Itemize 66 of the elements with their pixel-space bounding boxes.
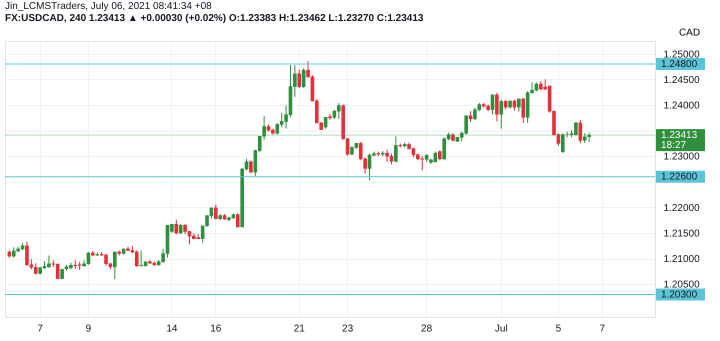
y-tick-label: 1.24500 xyxy=(664,74,700,86)
y-tick-label: 1.24000 xyxy=(664,100,700,112)
x-tick-label: 5 xyxy=(556,324,562,334)
x-tick-label: 7 xyxy=(600,324,606,334)
candlestick xyxy=(134,250,139,268)
x-tick-label: 16 xyxy=(210,324,222,334)
candlestick xyxy=(499,99,504,130)
candlestick xyxy=(521,97,526,124)
candlestick xyxy=(582,132,587,144)
y-tick-label: 1.21500 xyxy=(664,228,700,240)
candlestick xyxy=(495,92,499,122)
candlestick xyxy=(368,153,372,181)
y-tick-label: 1.23000 xyxy=(664,152,700,163)
candlestick xyxy=(539,80,543,91)
candlestick xyxy=(468,110,472,122)
candlestick xyxy=(78,261,82,270)
candlestick xyxy=(336,102,341,120)
candlestick xyxy=(104,253,108,266)
candlestick xyxy=(587,132,591,143)
y-tick-label: 1.25000 xyxy=(664,49,700,60)
candlestick xyxy=(350,145,354,156)
candlestick xyxy=(112,251,117,280)
ref-line-label: 1.20300 xyxy=(661,289,698,300)
candlestick xyxy=(504,99,508,110)
candlestick xyxy=(56,262,60,280)
candlestick xyxy=(390,153,394,165)
candlestick xyxy=(490,94,494,115)
candlestick xyxy=(34,262,38,275)
candlestick xyxy=(464,115,468,136)
ref-line-label: 1.24800 xyxy=(661,59,698,70)
y-tick-label: 1.21000 xyxy=(664,254,700,266)
candlestick xyxy=(302,68,306,89)
candlestick xyxy=(236,212,240,228)
x-tick-label: 9 xyxy=(86,324,92,334)
candlestick xyxy=(560,132,565,154)
candlestick xyxy=(297,69,302,89)
candlestick xyxy=(473,107,477,121)
candlestick xyxy=(12,246,16,258)
candlestick xyxy=(73,260,78,270)
candlestick xyxy=(578,119,582,144)
ref-line-label: 1.23413 18:27 xyxy=(661,130,698,152)
ref-line-label: 1.22600 xyxy=(661,172,698,183)
candlestick xyxy=(324,116,328,130)
candlestick xyxy=(512,99,516,112)
candlestick xyxy=(178,223,182,235)
candlestick xyxy=(275,122,280,136)
x-tick-label: 23 xyxy=(342,324,354,334)
candlestick xyxy=(25,241,29,266)
candlestick xyxy=(214,204,218,220)
x-tick-label: 28 xyxy=(421,324,433,334)
candlestick xyxy=(438,150,442,161)
chart-title: Jin_LCMSTraders, July 06, 2021 08:41:34 +08 xyxy=(5,1,212,12)
x-tick-label: Jul xyxy=(494,324,508,334)
y-axis-title: CAD xyxy=(678,28,700,38)
x-tick-label: 7 xyxy=(37,324,44,334)
candlestick xyxy=(517,98,521,112)
candlestick xyxy=(249,160,253,174)
candlestick xyxy=(332,109,336,120)
x-tick-label: 14 xyxy=(166,324,178,334)
candlestick xyxy=(394,136,398,163)
candlestick xyxy=(174,219,178,236)
chart-subtitle: FX:USDCAD, 240 1.23413 ▲ +0.00030 (+0.02%) O:1.23383 H:1.23462 L:1.23270 C:1.23413 xyxy=(5,13,424,24)
x-tick-label: 21 xyxy=(294,324,306,334)
candlestick xyxy=(420,155,424,172)
y-tick-label: 1.22000 xyxy=(664,202,700,214)
y-tick-label: 1.20500 xyxy=(664,280,700,291)
